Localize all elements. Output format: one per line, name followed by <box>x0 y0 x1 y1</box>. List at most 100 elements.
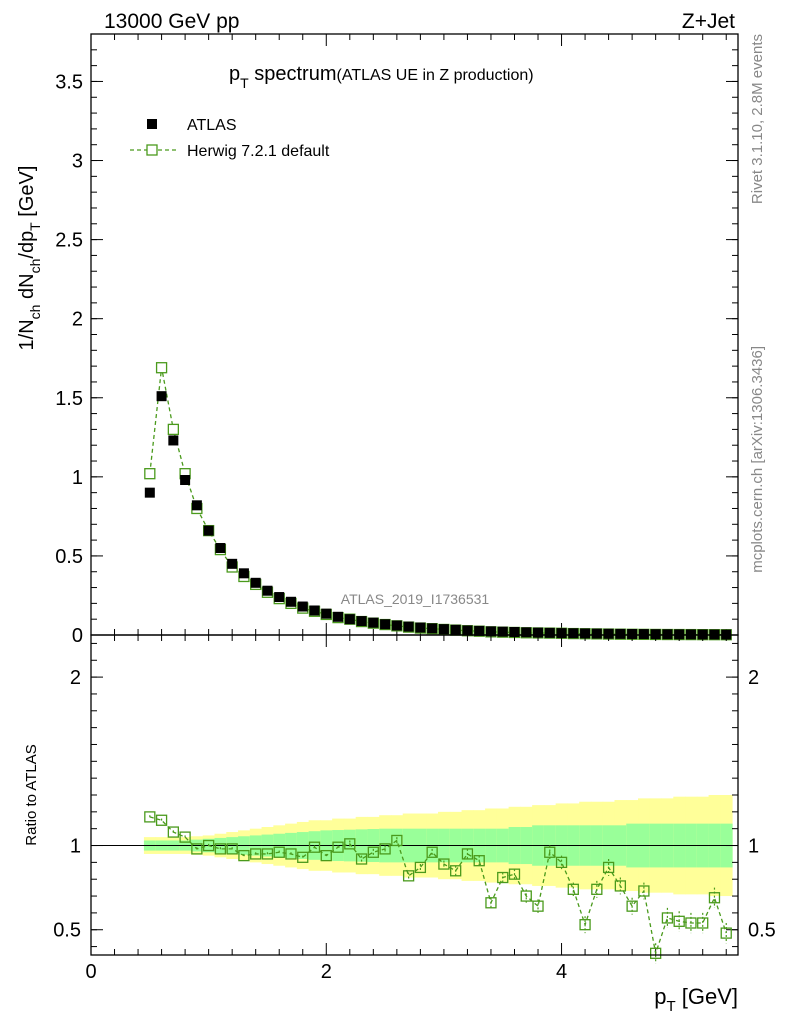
mc-point <box>144 468 156 480</box>
data-point <box>462 625 473 636</box>
data-point <box>568 628 579 639</box>
data-point <box>438 624 449 635</box>
ratio-point <box>238 849 250 862</box>
ratio-point <box>497 871 509 884</box>
data-point <box>427 623 438 634</box>
xlabel-main: p <box>654 984 666 1009</box>
ratio-point <box>555 856 568 869</box>
data-point <box>638 629 649 640</box>
xlabel-sub: T <box>666 998 675 1015</box>
data-point <box>497 626 508 637</box>
ylabel-e: /dp <box>16 231 38 259</box>
ratio-point <box>544 846 556 858</box>
ratio-point <box>602 861 615 874</box>
ratio-point <box>461 848 474 860</box>
ratio-point <box>320 849 332 862</box>
ratio-point <box>614 880 627 892</box>
data-point <box>474 625 485 636</box>
chart-title-sub: T <box>240 75 249 91</box>
data-point <box>485 626 496 637</box>
data-point <box>285 596 296 607</box>
ratio-point <box>202 839 215 852</box>
ratio-point <box>426 846 438 858</box>
data-point <box>544 627 555 638</box>
ratio-point <box>308 841 321 853</box>
main-ytick-label: 2 <box>72 309 83 331</box>
ratio-ytick-label: 1 <box>70 836 81 858</box>
ratio-point <box>367 846 379 858</box>
data-point <box>238 568 249 579</box>
ratio-point <box>191 843 203 855</box>
ratio-point <box>450 865 462 877</box>
data-point <box>333 611 344 622</box>
ratio-point <box>567 883 579 895</box>
ratio-point <box>720 927 732 939</box>
legend: ATLAS Herwig 7.2.1 default <box>130 117 330 160</box>
ratio-point <box>532 900 544 912</box>
ratio-panel: 0.5 0.5 1 1 2 2 0 2 4 Ratio to ATLAS pT [GeV] <box>23 634 776 1015</box>
ratio-point <box>591 883 603 895</box>
main-ytick-label: 3 <box>72 151 83 173</box>
data-point <box>627 628 638 639</box>
data-point <box>321 608 332 619</box>
chart-title: pT spectrum(ATLAS UE in Z production) <box>229 63 534 91</box>
main-ytick-label: 3.5 <box>55 71 83 93</box>
chart-title-rest: spectrum <box>249 63 337 85</box>
data-point <box>380 619 391 630</box>
data-point <box>368 617 379 628</box>
ratio-point <box>214 843 227 855</box>
ratio-ytick-label-right: 1 <box>748 836 759 858</box>
ratio-point <box>167 826 179 838</box>
ratio-plot-frame <box>90 634 739 956</box>
data-point <box>180 475 191 486</box>
ylabel-a: 1/N <box>16 319 38 350</box>
data-point <box>662 629 673 640</box>
ratio-point <box>297 851 309 863</box>
data-point <box>156 391 167 402</box>
ratio-point <box>391 834 403 847</box>
ratio-xtick-label: 0 <box>85 961 96 983</box>
ratio-xtick-label: 2 <box>321 961 332 983</box>
data-point <box>309 605 320 616</box>
ratio-point <box>344 838 356 850</box>
data-point <box>603 628 614 639</box>
ratio-point <box>355 853 368 865</box>
data-point <box>591 628 602 639</box>
rivet-label: Rivet 3.1.10, 2.8M events <box>749 34 766 204</box>
ratio-point <box>285 848 297 860</box>
ratio-point <box>379 843 391 855</box>
ratio-point <box>144 811 156 823</box>
mc-point <box>155 362 168 374</box>
data-point <box>356 616 367 627</box>
ratio-point <box>673 915 685 927</box>
ratio-point <box>273 846 285 858</box>
ylabel-g: [GeV] <box>16 166 38 223</box>
data-point <box>203 525 214 536</box>
main-ytick-label: 1 <box>72 467 83 489</box>
ratio-series-line <box>149 816 727 956</box>
data-point <box>556 628 567 639</box>
data-point <box>615 628 626 639</box>
data-point <box>227 558 238 569</box>
legend-marker-atlas <box>147 119 157 129</box>
ylabel-f: T <box>27 222 43 231</box>
ratio-point <box>332 841 344 853</box>
ratio-ytick-label-right: 2 <box>748 667 759 689</box>
legend-label-herwig: Herwig 7.2.1 default <box>187 143 330 160</box>
ratio-point <box>638 885 650 897</box>
ratio-ytick-label: 2 <box>70 667 81 689</box>
data-point <box>403 621 414 632</box>
ratio-point <box>155 814 168 826</box>
data-point <box>215 543 226 554</box>
data-point <box>297 601 308 612</box>
ratio-point <box>579 919 591 931</box>
ratio-ytick-label: 0.5 <box>53 920 81 942</box>
ratio-point <box>485 897 497 909</box>
data-point <box>650 629 661 640</box>
ratio-point <box>438 858 450 870</box>
data-point <box>674 629 685 640</box>
ratio-point <box>626 900 638 912</box>
legend-label-atlas: ATLAS <box>187 117 237 134</box>
main-ytick-label: 0.5 <box>55 546 83 568</box>
